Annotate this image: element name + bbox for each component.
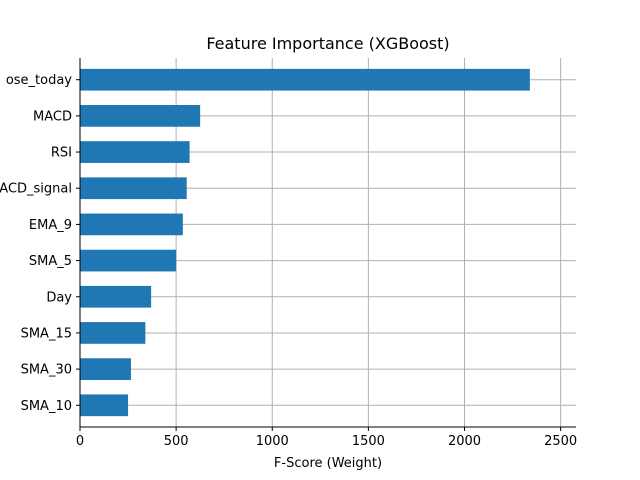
- chart-title: Feature Importance (XGBoost): [206, 34, 449, 53]
- y-tick-label: SMA_5: [29, 254, 72, 269]
- bar-ema-9: [80, 213, 183, 236]
- y-tick-label: RSI: [51, 146, 72, 161]
- bar-sma-30: [80, 358, 131, 380]
- bar-sma-5: [80, 249, 177, 272]
- bars: [80, 68, 530, 417]
- bar-day: [80, 285, 152, 308]
- bar-sma-15: [80, 322, 146, 344]
- y-tick-label: SMA_10: [21, 399, 72, 414]
- y-tick-label: ose_today: [6, 73, 72, 88]
- bar-macd: [80, 105, 201, 127]
- x-tick-label: 500: [164, 434, 189, 449]
- y-tick-label: Day: [46, 290, 72, 305]
- y-ticks: SMA_10 SMA_30 SMA_15 Day SMA_5 EMA_9 ACD_signa…: [0, 73, 80, 414]
- x-tick-label: 2500: [544, 434, 577, 449]
- x-tick-label: 1000: [256, 434, 289, 449]
- x-tick-label: 1500: [352, 434, 385, 449]
- y-tick-label: SMA_15: [21, 326, 72, 341]
- x-tick-label: 0: [76, 434, 84, 449]
- y-tick-label: ACD_signal: [0, 182, 72, 197]
- y-tick-label: SMA_30: [21, 363, 72, 378]
- y-tick-label: EMA_9: [29, 218, 72, 233]
- axes: [79, 58, 576, 428]
- x-axis-label: F-Score (Weight): [274, 456, 382, 471]
- bar-close-today: [80, 68, 530, 91]
- bar-rsi: [80, 141, 190, 163]
- x-tick-label: 2000: [448, 434, 481, 449]
- bar-sma-10: [80, 394, 129, 417]
- x-ticks: 0 500 1000 1500 2000 2500: [76, 427, 577, 449]
- y-tick-label: MACD: [33, 109, 72, 124]
- bar-macd-signal: [80, 177, 187, 200]
